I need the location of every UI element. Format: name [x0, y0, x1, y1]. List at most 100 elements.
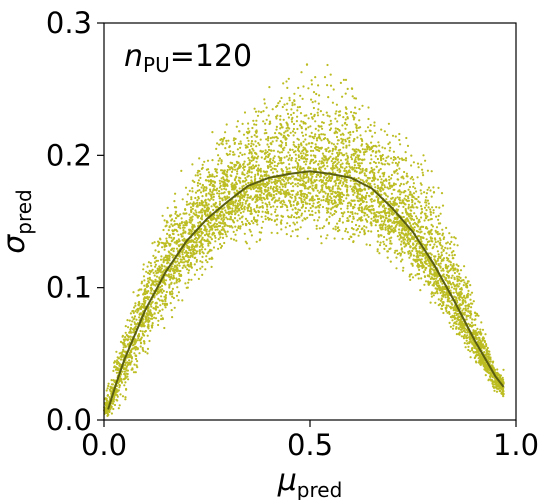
scatter-point [236, 210, 239, 213]
scatter-point [184, 208, 187, 211]
scatter-point [469, 356, 472, 359]
scatter-point [154, 302, 157, 305]
scatter-point [442, 273, 445, 276]
scatter-point [173, 200, 176, 203]
scatter-point [135, 318, 138, 321]
scatter-point [148, 272, 151, 276]
scatter-point [207, 180, 210, 183]
scatter-point [358, 119, 361, 122]
scatter-point [287, 158, 290, 161]
scatter-point [322, 199, 325, 202]
scatter-point [238, 130, 241, 133]
scatter-point [185, 203, 188, 206]
scatter-point [214, 240, 217, 243]
scatter-point [272, 186, 275, 189]
scatter-point [118, 404, 121, 407]
scatter-point [344, 106, 347, 109]
scatter-point [268, 120, 272, 123]
scatter-point [369, 182, 372, 185]
scatter-point [264, 218, 267, 221]
scatter-point [344, 158, 347, 161]
scatter-point [218, 200, 221, 203]
scatter-point [246, 196, 249, 199]
scatter-point [149, 329, 152, 332]
scatter-point [244, 144, 247, 147]
scatter-point [388, 200, 392, 203]
scatter-point [493, 389, 496, 392]
scatter-point [312, 202, 315, 205]
scatter-point [255, 119, 258, 122]
scatter-point [432, 294, 435, 297]
scatter-point [341, 221, 344, 224]
scatter-point [236, 219, 239, 222]
scatter-point [267, 139, 270, 142]
scatter-point [280, 133, 283, 136]
scatter-point [466, 331, 469, 334]
scatter-point [314, 120, 317, 123]
scatter-point [369, 123, 372, 127]
scatter-point [309, 125, 312, 128]
scatter-point [220, 177, 223, 180]
scatter-point [289, 170, 292, 173]
scatter-point [269, 137, 272, 140]
scatter-point [160, 255, 163, 258]
scatter-point [344, 78, 348, 81]
scatter-point [341, 95, 344, 98]
scatter-point [187, 269, 191, 272]
scatter-point [233, 191, 236, 194]
scatter-point [457, 275, 460, 278]
scatter-point [142, 268, 145, 271]
scatter-point [386, 250, 389, 253]
scatter-point [451, 254, 454, 257]
scatter-point [147, 281, 150, 284]
scatter-point [237, 226, 240, 229]
scatter-point [258, 143, 261, 146]
scatter-point [376, 229, 380, 233]
scatter-point [396, 196, 399, 199]
scatter-point [181, 226, 185, 229]
scatter-point [337, 185, 340, 188]
scatter-point [337, 114, 340, 117]
scatter-point [295, 157, 298, 160]
scatter-point [136, 311, 139, 314]
scatter-point [441, 245, 444, 248]
scatter-point [261, 220, 265, 223]
scatter-point [297, 154, 300, 157]
scatter-point [230, 174, 233, 178]
scatter-point [163, 304, 166, 307]
scatter-point [466, 280, 469, 283]
scatter-point [459, 324, 462, 327]
scatter-point [265, 203, 269, 206]
scatter-point [422, 174, 425, 177]
scatter-point [474, 323, 477, 327]
scatter-point [290, 214, 293, 217]
scatter-point [284, 203, 287, 206]
scatter-point [353, 164, 356, 167]
scatter-point [171, 232, 174, 235]
scatter-point [365, 142, 368, 145]
scatter-point [451, 281, 455, 284]
scatter-point [198, 245, 201, 248]
scatter-point [300, 212, 304, 215]
scatter-point [212, 246, 216, 249]
scatter-point [501, 389, 504, 392]
scatter-point [219, 246, 223, 249]
scatter-point [405, 136, 408, 140]
scatter-point [276, 164, 279, 168]
scatter-point [383, 235, 386, 239]
scatter-point [374, 155, 377, 158]
scatter-point [300, 71, 303, 74]
scatter-point [177, 238, 180, 241]
scatter-point [335, 103, 338, 106]
scatter-point [373, 160, 376, 164]
scatter-point [239, 151, 242, 154]
scatter-point [442, 269, 445, 272]
scatter-point [225, 235, 228, 238]
scatter-point [197, 277, 200, 280]
scatter-point [439, 291, 442, 295]
scatter-point [394, 156, 397, 160]
scatter-point [320, 184, 323, 187]
scatter-point [384, 207, 387, 210]
scatter-point [204, 268, 207, 271]
scatter-point [350, 111, 353, 114]
